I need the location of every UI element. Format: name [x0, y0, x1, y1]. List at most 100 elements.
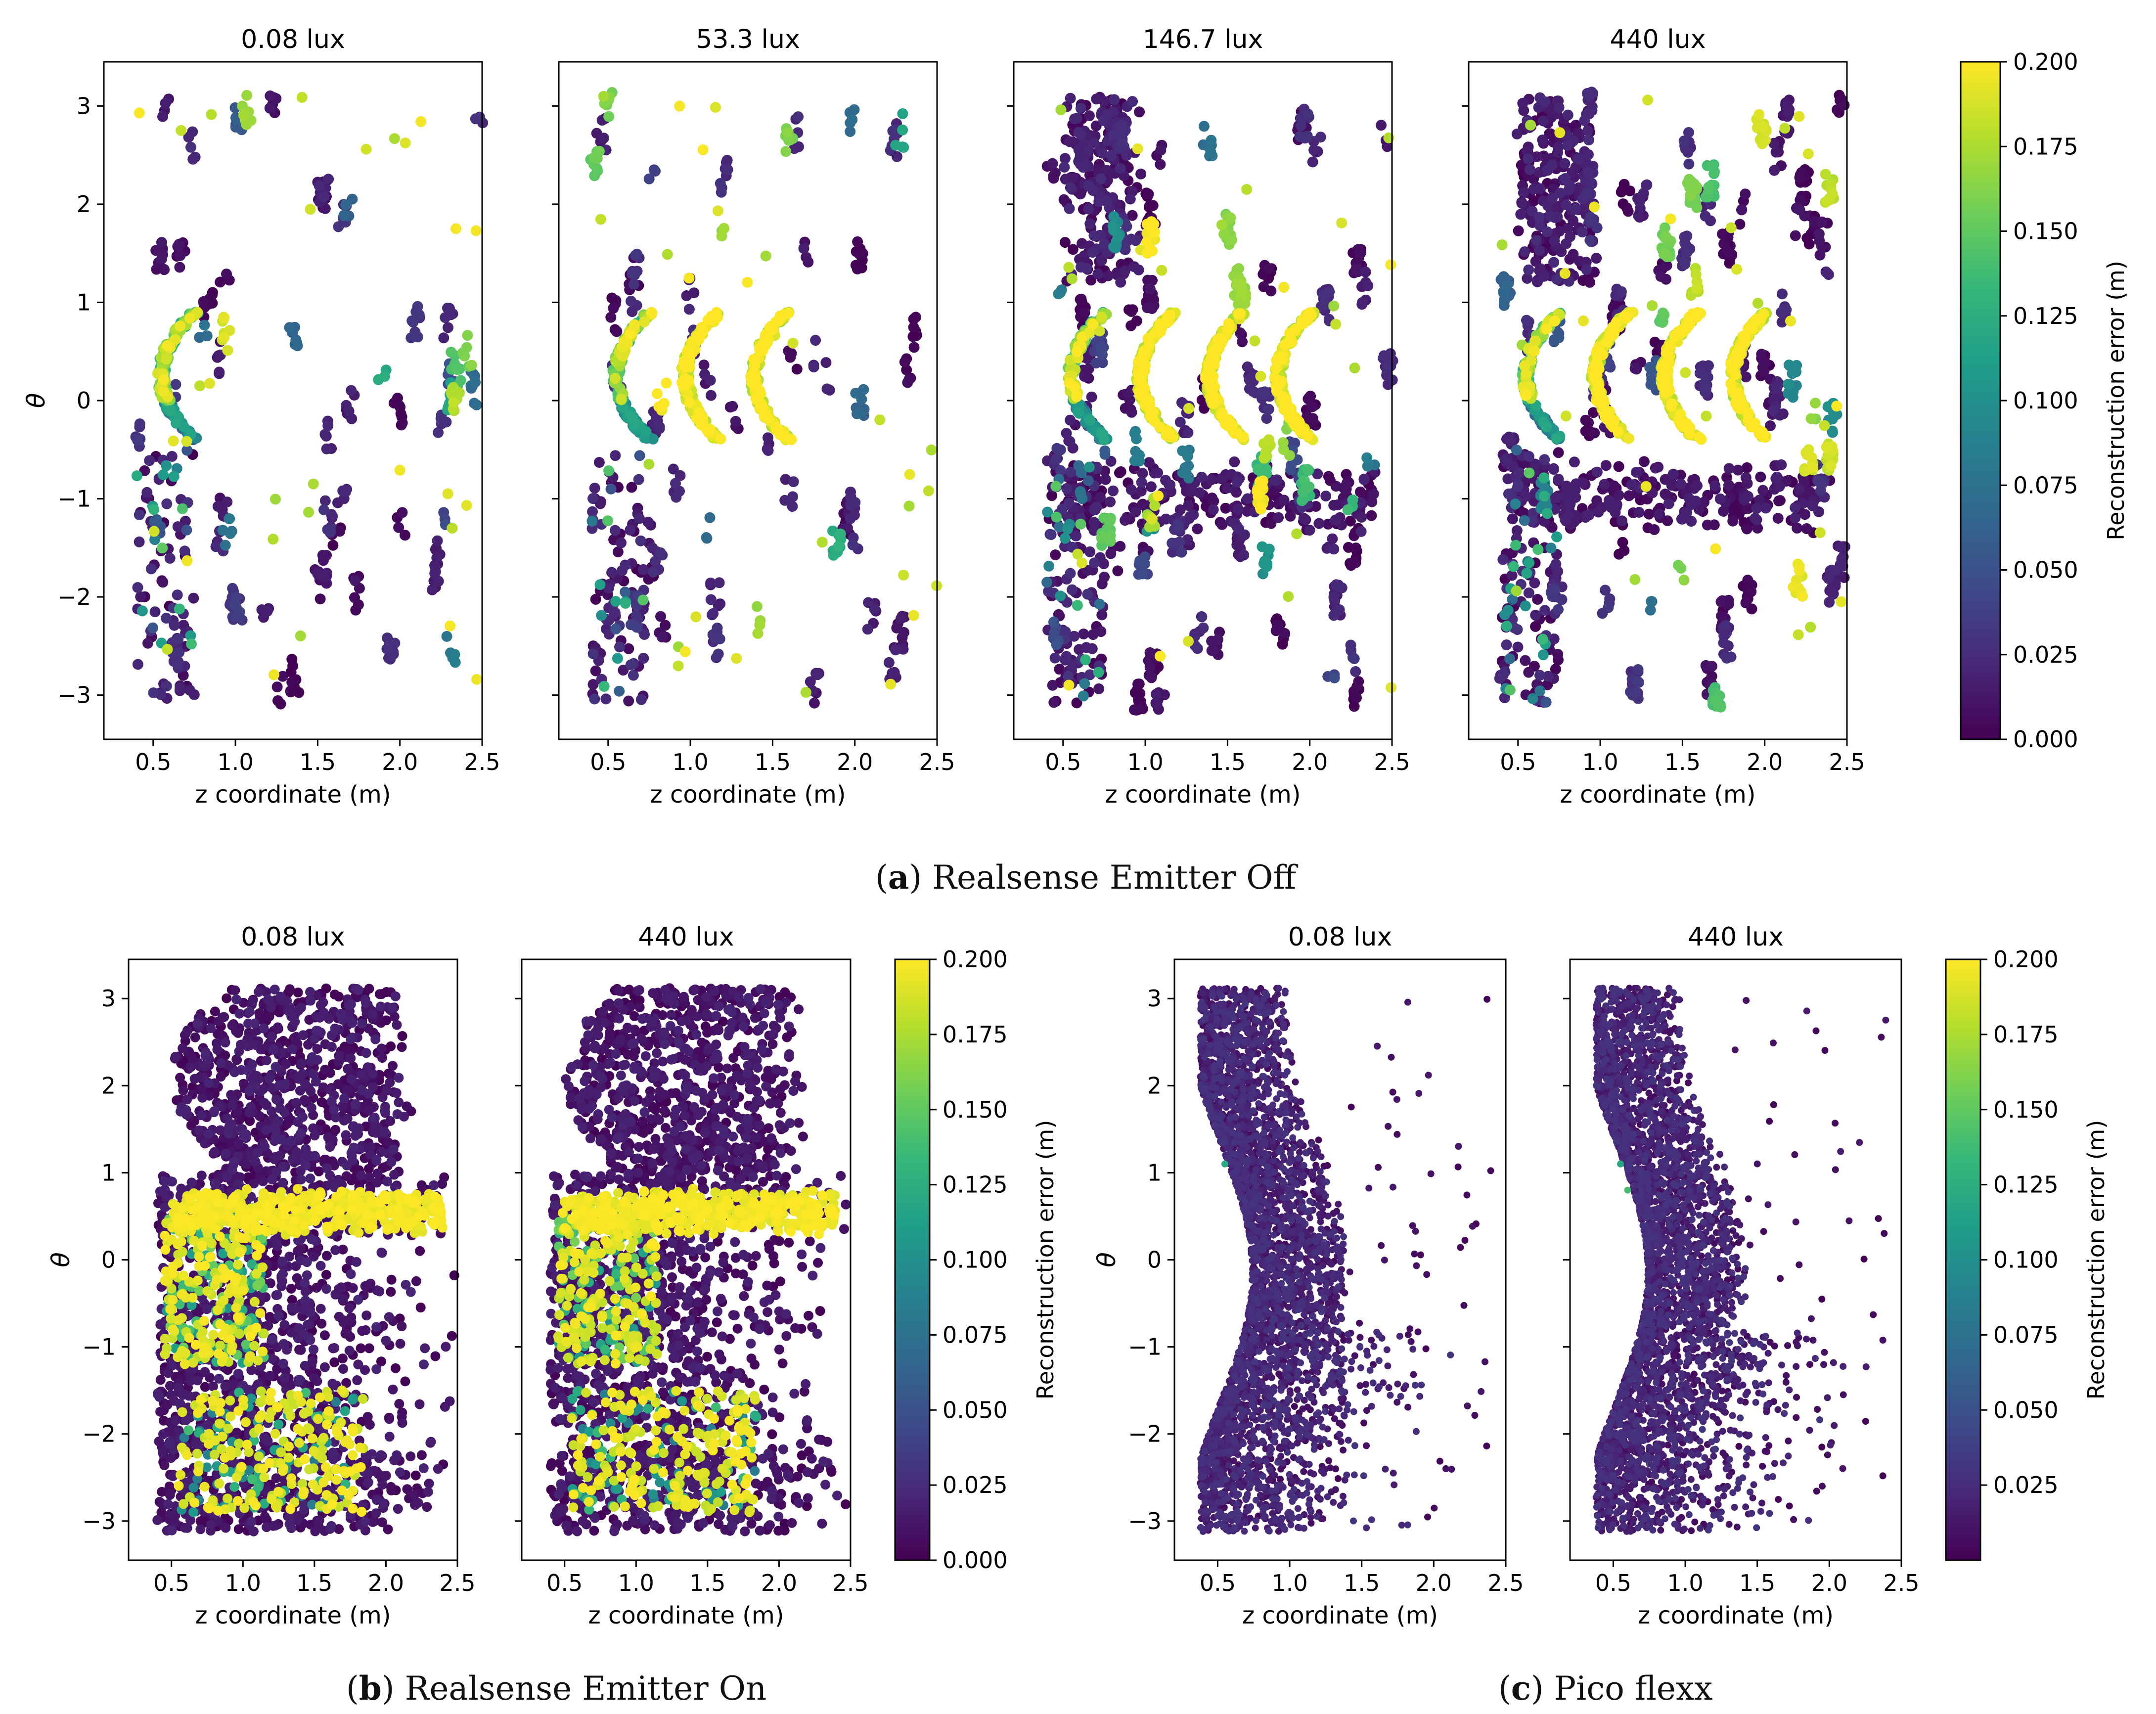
data-point: [1128, 704, 1140, 716]
data-point: [181, 555, 193, 566]
data-point: [1772, 513, 1784, 524]
data-point: [1645, 379, 1657, 390]
data-point: [1119, 266, 1130, 276]
data-point: [1807, 500, 1818, 511]
data-point: [158, 374, 169, 386]
data-point: [1254, 476, 1265, 488]
data-point: [1675, 478, 1687, 490]
data-point: [751, 394, 763, 406]
data-point: [1212, 634, 1223, 645]
data-point: [1086, 643, 1098, 654]
data-point: [679, 646, 691, 657]
data-point: [1638, 456, 1650, 467]
data-point: [1304, 525, 1315, 536]
data-point: [225, 528, 236, 539]
data-point: [1327, 533, 1338, 544]
data-point: [1569, 456, 1580, 468]
data-point: [1813, 228, 1825, 240]
data-point: [1542, 165, 1553, 176]
data-point: [647, 566, 659, 578]
data-point: [1205, 391, 1216, 403]
data-point: [1049, 652, 1061, 664]
data-point: [174, 603, 185, 615]
data-point: [1524, 467, 1535, 479]
data-point: [1555, 187, 1566, 199]
data-point: [1041, 577, 1053, 588]
data-point: [449, 649, 460, 660]
x-tick-label: 1.5: [755, 749, 791, 775]
data-point: [1560, 199, 1572, 210]
data-point: [1532, 594, 1543, 605]
data-point: [1659, 248, 1670, 259]
data-point: [1723, 463, 1735, 474]
data-point: [1618, 179, 1630, 190]
data-point: [747, 377, 758, 389]
data-point: [1061, 483, 1073, 494]
data-point: [684, 397, 695, 408]
data-point: [1272, 355, 1283, 366]
data-point: [1047, 679, 1058, 691]
data-point: [1278, 444, 1289, 455]
data-point: [1063, 679, 1075, 691]
data-point: [676, 377, 687, 388]
data-point: [681, 290, 692, 301]
data-point: [593, 145, 605, 157]
data-point: [148, 687, 159, 698]
data-point: [1768, 405, 1779, 416]
data-point: [1794, 204, 1805, 216]
data-point: [1123, 388, 1134, 399]
data-point: [1255, 502, 1266, 513]
data-point: [1213, 334, 1224, 346]
data-point: [620, 586, 631, 598]
data-point: [1769, 165, 1780, 176]
data-point: [215, 276, 226, 288]
data-point: [1501, 639, 1512, 650]
data-point: [708, 608, 719, 619]
data-point: [474, 111, 486, 123]
data-point: [1133, 264, 1144, 275]
data-point: [782, 127, 794, 138]
data-point: [1307, 413, 1318, 424]
data-point: [184, 313, 195, 324]
data-point: [652, 388, 663, 400]
data-point: [449, 657, 461, 668]
data-point: [850, 260, 861, 271]
data-point: [272, 695, 283, 706]
data-point: [241, 90, 253, 101]
y-tick-label: 0: [77, 387, 91, 414]
data-point: [691, 413, 703, 424]
data-point: [1259, 386, 1270, 398]
data-point: [605, 312, 617, 323]
data-point: [1501, 621, 1512, 632]
data-point: [811, 669, 823, 680]
data-point: [749, 360, 760, 371]
data-point: [321, 443, 332, 454]
data-point: [172, 589, 183, 601]
data-point: [1355, 526, 1367, 537]
data-point: [325, 526, 336, 537]
data-point: [171, 417, 182, 429]
data-point: [1071, 391, 1082, 403]
data-point: [701, 533, 713, 544]
data-point: [141, 487, 153, 498]
data-point: [628, 670, 639, 681]
data-point: [1065, 182, 1076, 193]
data-point: [751, 601, 763, 612]
data-point: [144, 455, 155, 466]
data-point: [1136, 477, 1147, 488]
data-point: [631, 249, 642, 260]
data-point: [731, 653, 742, 664]
data-point: [638, 653, 649, 664]
data-point: [589, 483, 600, 494]
data-point: [1146, 481, 1157, 493]
data-point: [833, 541, 844, 552]
data-point: [1279, 628, 1290, 639]
data-point: [1715, 596, 1727, 607]
data-point: [181, 445, 193, 456]
data-point: [1551, 531, 1563, 542]
data-point: [1067, 244, 1078, 255]
data-point: [159, 264, 170, 275]
data-point: [908, 610, 919, 621]
data-point: [598, 133, 609, 144]
data-point: [388, 648, 399, 660]
